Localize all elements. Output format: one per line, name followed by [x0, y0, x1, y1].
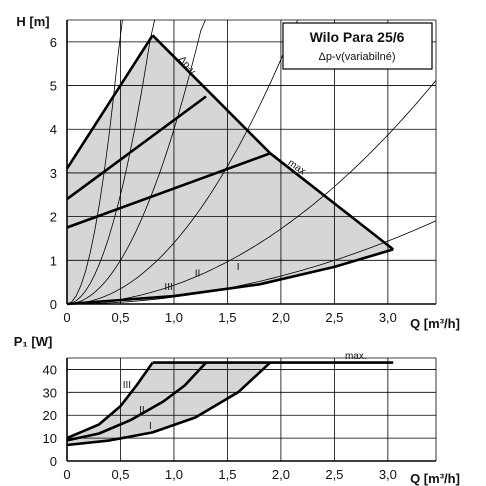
- top-y-tick-label: 3: [50, 166, 57, 181]
- bottom-x-tick-label: 2,0: [272, 467, 290, 482]
- top-x-tick-label: 3,0: [379, 310, 397, 325]
- top-y-tick-label: 5: [50, 79, 57, 94]
- top-x-tick-label: 2,0: [272, 310, 290, 325]
- chart-title: Wilo Para 25/6: [310, 29, 405, 45]
- power-curve-III: [66, 361, 154, 440]
- top-x-tick-label: 0,5: [111, 310, 129, 325]
- system-curve: [67, 220, 437, 305]
- bottom-x-tick-label: 3,0: [379, 467, 397, 482]
- power-label-max: max.: [345, 351, 367, 362]
- curve-III: [65, 34, 154, 170]
- bottom-y-tick-label: 30: [43, 385, 57, 400]
- bottom-y-tick-label: 20: [43, 408, 57, 423]
- bottom-x-tick-label: 2,5: [325, 467, 343, 482]
- power-label-i: I: [149, 421, 152, 432]
- top-x-axis-title: Q [m³/h]: [410, 316, 460, 331]
- top-x-tick-label: 2,5: [325, 310, 343, 325]
- curve-I: [66, 152, 271, 229]
- bottom-x-tick-label: 0,5: [111, 467, 129, 482]
- bottom-y-tick-label: 10: [43, 431, 57, 446]
- bottom-y-tick-label: 40: [43, 362, 57, 377]
- bottom-x-tick-label: 1,0: [165, 467, 183, 482]
- top-y-tick-label: 0: [50, 297, 57, 312]
- bottom-x-tick-label: 0: [63, 467, 70, 482]
- bottom-y-axis-title: P₁ [W]: [14, 334, 53, 349]
- bottom-x-tick-label: 1,5: [218, 467, 236, 482]
- top-y-tick-label: 6: [50, 35, 57, 50]
- system-curve: [66, 19, 206, 305]
- operating-range-shading: [67, 35, 394, 305]
- legend-box: [282, 22, 433, 70]
- power-curve-II: [66, 361, 207, 442]
- curve-label-iii: III: [164, 282, 172, 293]
- power-curve-I: [66, 361, 272, 447]
- system-curve: [66, 19, 123, 305]
- curve-label-ii: II: [195, 268, 201, 279]
- curve-min: [66, 248, 394, 306]
- bottom-y-tick-label: 0: [50, 454, 57, 469]
- chart-subtitle: Δp-v(variabilné): [318, 51, 395, 63]
- system-curve: [66, 19, 155, 305]
- top-y-tick-label: 4: [50, 122, 57, 137]
- bottom-x-axis-title: Q [m³/h]: [410, 471, 460, 486]
- top-y-tick-label: 2: [50, 210, 57, 225]
- top-y-axis-title: H [m]: [16, 14, 49, 29]
- power-label-iii: III: [123, 380, 131, 391]
- system-curve: [66, 19, 298, 305]
- power-label-ii: II: [139, 405, 145, 416]
- top-y-tick-label: 1: [50, 253, 57, 268]
- curve-label-i: I: [237, 262, 240, 273]
- system-curve: [67, 80, 437, 305]
- top-x-tick-label: 1,5: [218, 310, 236, 325]
- curve-II: [66, 95, 207, 201]
- top-x-tick-label: 1,0: [165, 310, 183, 325]
- top-x-tick-label: 0: [63, 310, 70, 325]
- curve-max: [151, 34, 395, 251]
